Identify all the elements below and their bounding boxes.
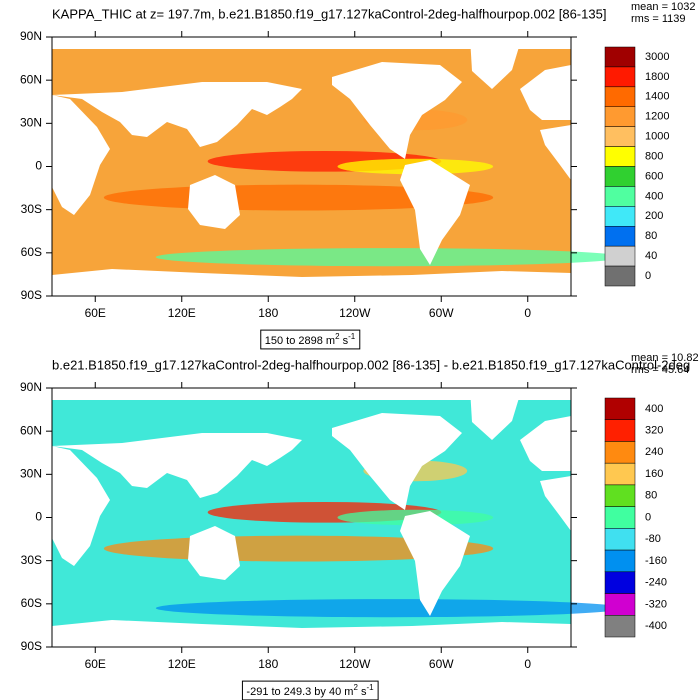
subtitle: -291 to 249.3 by 40 m2 s-1 <box>246 683 374 698</box>
colorbar-box <box>604 593 636 616</box>
subtitle-part: -291 to 249.3 by 40 m <box>246 686 353 698</box>
x-tick-label: 0 <box>524 657 531 671</box>
colorbar-label: 200 <box>645 210 663 222</box>
subtitle-part: 2 <box>335 332 340 341</box>
colorbar-box <box>604 484 636 507</box>
field-patch <box>155 599 623 618</box>
y-tick-label: 30N <box>20 467 42 481</box>
colorbar-label: 3000 <box>645 51 669 63</box>
colorbar-box <box>604 66 636 88</box>
colorbar-box <box>604 265 636 287</box>
field-patch <box>155 248 623 267</box>
colorbar-box <box>604 46 636 68</box>
y-tick-label: 90N <box>20 29 42 43</box>
colorbar-label: 400 <box>645 190 663 202</box>
colorbar-label: 80 <box>645 490 657 502</box>
panel: KAPPA_THIC at z= 197.7m, b.e21.B1850.f19… <box>20 1 696 350</box>
panel: b.e21.B1850.f19_g17.127kaControl-2deg-ha… <box>20 352 699 700</box>
subtitle-part: 150 to 2898 m <box>265 335 335 347</box>
colorbar-box <box>604 419 636 442</box>
y-tick-label: 90N <box>20 380 42 394</box>
y-tick-label: 60N <box>20 72 42 86</box>
colorbar-label: 320 <box>645 424 663 436</box>
colorbar-label: 800 <box>645 150 663 162</box>
colorbar-label: 80 <box>645 230 657 242</box>
subtitle-part: 2 <box>353 683 358 692</box>
y-tick-label: 0 <box>35 159 42 173</box>
y-tick-label: 60S <box>21 596 42 610</box>
colorbar-box <box>604 186 636 207</box>
colorbar-box <box>604 528 636 551</box>
colorbar-box <box>604 166 636 187</box>
x-tick-label: 120E <box>168 657 196 671</box>
subtitle-part: -1 <box>348 332 356 341</box>
panel-title: b.e21.B1850.f19_g17.127kaControl-2deg-ha… <box>52 357 690 372</box>
x-tick-label: 60W <box>429 657 454 671</box>
colorbar-label: 40 <box>645 250 657 262</box>
subtitle-box <box>260 329 361 350</box>
colorbar-box <box>604 506 636 529</box>
y-tick-label: 90S <box>21 639 42 653</box>
colorbar-box <box>604 206 636 227</box>
x-tick-label: 120W <box>339 306 371 320</box>
colorbar-label: 1400 <box>645 91 669 103</box>
x-tick-label: 120E <box>168 306 196 320</box>
x-tick-label: 120W <box>339 657 371 671</box>
colorbar-label: 1200 <box>645 111 669 123</box>
colorbar-label: 240 <box>645 446 663 458</box>
colorbar-box <box>604 441 636 464</box>
colorbar-box <box>604 615 636 638</box>
panel-title: KAPPA_THIC at z= 197.7m, b.e21.B1850.f19… <box>52 6 606 21</box>
colorbar-label: -240 <box>645 577 667 589</box>
colorbar-box <box>604 86 636 108</box>
subtitle-part: s <box>358 686 367 698</box>
mean-label: mean = 10.82 <box>631 352 699 364</box>
colorbar-box <box>604 571 636 594</box>
colorbar-label: 1800 <box>645 71 669 83</box>
y-tick-label: 30N <box>20 116 42 130</box>
subtitle-part: -1 <box>366 683 374 692</box>
colorbar-box <box>604 126 636 147</box>
colorbar-box <box>604 549 636 573</box>
subtitle-part: s <box>340 335 349 347</box>
x-tick-label: 60E <box>85 657 106 671</box>
colorbar-box <box>604 226 636 247</box>
colorbar-label: -160 <box>645 555 667 567</box>
x-tick-label: 60W <box>429 306 454 320</box>
x-tick-label: 180 <box>258 306 278 320</box>
x-tick-label: 0 <box>524 306 531 320</box>
rms-label: rms = 1139 <box>631 13 686 25</box>
rms-label: rms = 45.64 <box>631 364 689 376</box>
colorbar-box <box>604 146 636 167</box>
colorbar-label: 160 <box>645 468 663 480</box>
colorbar-label: -80 <box>645 533 661 545</box>
colorbar-label: -320 <box>645 598 667 610</box>
colorbar-box <box>604 462 636 486</box>
y-tick-label: 30S <box>21 553 42 567</box>
colorbar-label: 1000 <box>645 131 669 143</box>
colorbar-box <box>604 245 636 267</box>
colorbar-label: 600 <box>645 170 663 182</box>
x-tick-label: 180 <box>258 657 278 671</box>
colorbar-box <box>604 106 636 127</box>
y-tick-label: 0 <box>35 510 42 524</box>
colorbar-label: -400 <box>645 620 667 632</box>
x-tick-label: 60E <box>85 306 106 320</box>
colorbar-box <box>604 397 636 420</box>
colorbar-label: 0 <box>645 511 651 523</box>
colorbar-label: 400 <box>645 403 663 415</box>
subtitle: 150 to 2898 m2 s-1 <box>265 332 356 347</box>
colorbar-label: 0 <box>645 270 651 282</box>
y-tick-label: 30S <box>21 202 42 216</box>
y-tick-label: 90S <box>21 288 42 302</box>
mean-label: mean = 1032 <box>631 1 696 13</box>
y-tick-label: 60S <box>21 245 42 259</box>
y-tick-label: 60N <box>20 423 42 437</box>
